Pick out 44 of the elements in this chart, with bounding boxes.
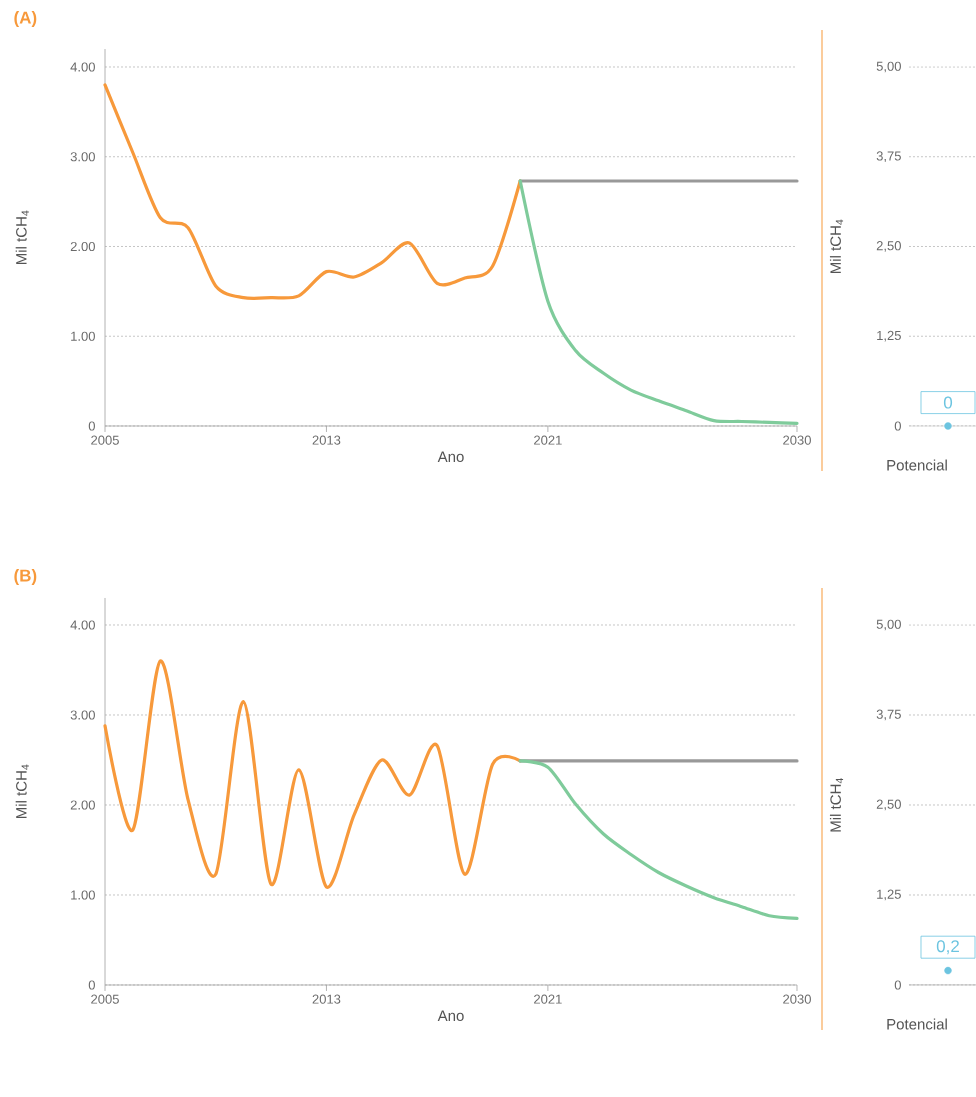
- chart-title: (B): [14, 569, 37, 585]
- line-series: [518, 759, 799, 920]
- y-tick-label: 4.00: [70, 62, 95, 72]
- y-tick-label: 2.00: [70, 241, 95, 252]
- data-label: 0,2: [936, 940, 959, 955]
- y-axis-title: Mil tCH$_{4}$: [15, 764, 29, 819]
- line-series: [103, 659, 522, 889]
- y-tick-label: 1,25: [877, 330, 901, 342]
- x-tick-label: 2013: [312, 435, 341, 445]
- y-axis-title: Mil tCH$_{4}$: [15, 210, 29, 265]
- x-tick-label: 2021: [534, 994, 562, 1004]
- y-tick-label: 0: [88, 980, 95, 990]
- data-label: 0: [943, 396, 953, 409]
- chart-title: (A): [14, 11, 37, 27]
- x-tick-label: 2030: [783, 994, 811, 1004]
- x-tick-label: Potencial: [887, 459, 947, 471]
- y-tick-label: 0: [894, 980, 901, 990]
- x-tick-label: 2021: [534, 435, 562, 445]
- y-tick-label: 3.00: [70, 710, 95, 720]
- y-tick-label: 3,75: [876, 709, 901, 721]
- y-tick-label: 0: [88, 421, 95, 431]
- y-tick-label: 1.00: [71, 890, 95, 900]
- x-tick-label: 2030: [783, 435, 811, 445]
- x-tick-label: Potencial: [887, 1018, 947, 1030]
- y-tick-label: 3,75: [876, 151, 901, 163]
- y-tick-label: 5,00: [876, 619, 901, 631]
- y-axis-title: Mil tCH$_{4}$: [829, 219, 844, 274]
- x-tick-label: 2005: [91, 994, 119, 1004]
- x-tick-label: 2013: [312, 994, 341, 1004]
- x-axis-title: Ano: [437, 451, 464, 463]
- y-tick-label: 3.00: [70, 152, 95, 162]
- y-tick-label: 2.00: [70, 800, 95, 810]
- y-tick-label: 0: [894, 421, 901, 431]
- y-axis-title: Mil tCH$_{4}$: [829, 778, 844, 832]
- y-tick-label: 1.00: [71, 331, 95, 341]
- line-series: [518, 179, 799, 425]
- y-tick-label: 2,50: [876, 799, 901, 811]
- x-axis-title: Ano: [437, 1010, 464, 1022]
- x-tick-label: 2005: [91, 435, 119, 445]
- line-series: [103, 83, 522, 300]
- y-tick-label: 5,00: [876, 61, 901, 73]
- y-tick-label: 4.00: [70, 620, 95, 630]
- y-tick-label: 1,25: [877, 889, 901, 901]
- y-tick-label: 2,50: [876, 241, 901, 252]
